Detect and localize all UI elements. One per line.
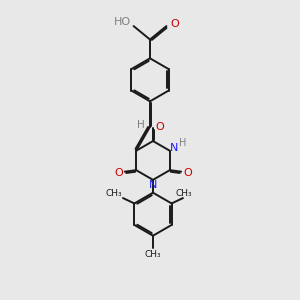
Text: H: H xyxy=(136,120,144,130)
Text: HO: HO xyxy=(114,17,131,28)
Text: O: O xyxy=(114,168,123,178)
Text: CH₃: CH₃ xyxy=(145,250,161,259)
Text: H: H xyxy=(178,138,186,148)
Text: CH₃: CH₃ xyxy=(176,189,193,198)
Text: O: O xyxy=(170,19,179,29)
Text: N: N xyxy=(170,143,178,153)
Text: O: O xyxy=(155,122,164,132)
Text: CH₃: CH₃ xyxy=(105,189,122,198)
Text: O: O xyxy=(183,168,192,178)
Text: N: N xyxy=(149,180,157,190)
